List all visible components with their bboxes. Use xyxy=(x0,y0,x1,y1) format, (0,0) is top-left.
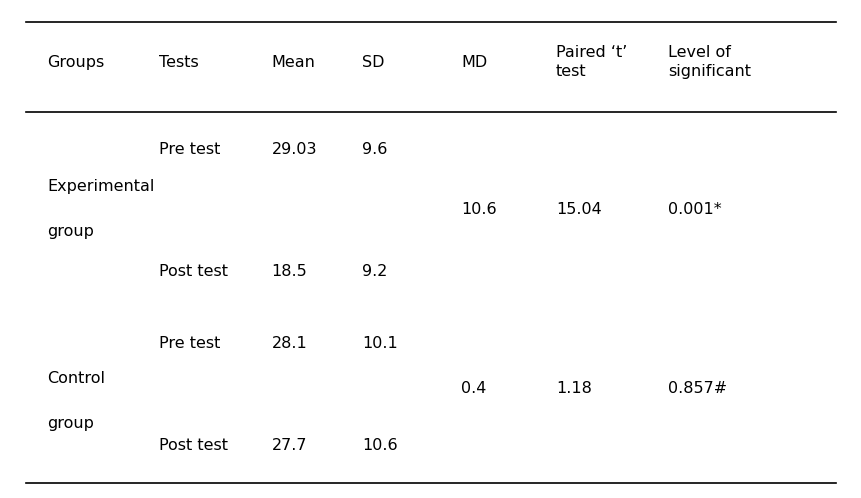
Text: 1.18: 1.18 xyxy=(555,381,592,396)
Text: Pre test: Pre test xyxy=(159,142,220,157)
Text: Experimental: Experimental xyxy=(47,179,155,194)
Text: 18.5: 18.5 xyxy=(271,264,307,279)
Text: 0.4: 0.4 xyxy=(461,381,486,396)
Text: Post test: Post test xyxy=(159,438,228,453)
Text: group: group xyxy=(47,416,94,431)
Text: 9.6: 9.6 xyxy=(362,142,387,157)
Text: Groups: Groups xyxy=(47,55,104,70)
Text: 27.7: 27.7 xyxy=(271,438,307,453)
Text: Pre test: Pre test xyxy=(159,336,220,351)
Text: Mean: Mean xyxy=(271,55,315,70)
Text: 9.2: 9.2 xyxy=(362,264,387,279)
Text: 0.857#: 0.857# xyxy=(667,381,727,396)
Text: Paired ‘t’
test: Paired ‘t’ test xyxy=(555,45,627,79)
Text: 10.6: 10.6 xyxy=(461,202,496,217)
Text: Level of
significant: Level of significant xyxy=(667,45,750,79)
Text: 15.04: 15.04 xyxy=(555,202,601,217)
Text: Post test: Post test xyxy=(159,264,228,279)
Text: 0.001*: 0.001* xyxy=(667,202,721,217)
Text: 10.6: 10.6 xyxy=(362,438,397,453)
Text: 28.1: 28.1 xyxy=(271,336,307,351)
Text: Control: Control xyxy=(47,371,105,386)
Text: 10.1: 10.1 xyxy=(362,336,397,351)
Text: Tests: Tests xyxy=(159,55,199,70)
Text: SD: SD xyxy=(362,55,384,70)
Text: MD: MD xyxy=(461,55,486,70)
Text: group: group xyxy=(47,224,94,239)
Text: 29.03: 29.03 xyxy=(271,142,317,157)
